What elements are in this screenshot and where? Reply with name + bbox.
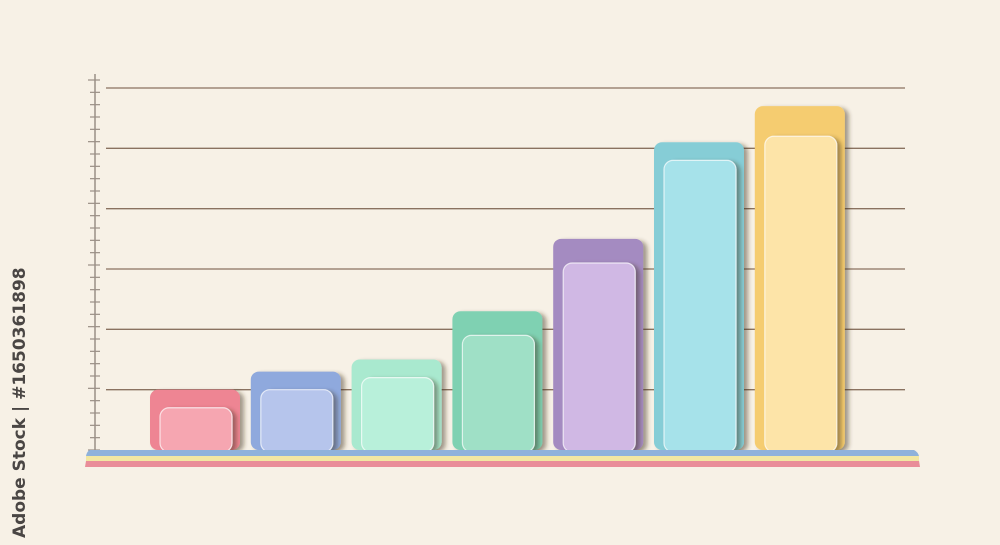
bar-inner — [562, 262, 636, 453]
baseline-stripe — [85, 461, 920, 467]
bar-inner — [361, 377, 435, 453]
bar-inner — [461, 334, 535, 453]
bar-inner — [764, 135, 838, 453]
bar-inner — [159, 407, 233, 453]
watermark-text: Adobe Stock | #1650361898 — [10, 267, 30, 538]
bar-inner — [260, 389, 334, 453]
baseline-stripe — [86, 450, 919, 456]
stock-watermark: Adobe Stock | #1650361898 — [6, 267, 36, 545]
bar-inner — [663, 159, 737, 453]
baseline-stripe — [86, 456, 919, 461]
